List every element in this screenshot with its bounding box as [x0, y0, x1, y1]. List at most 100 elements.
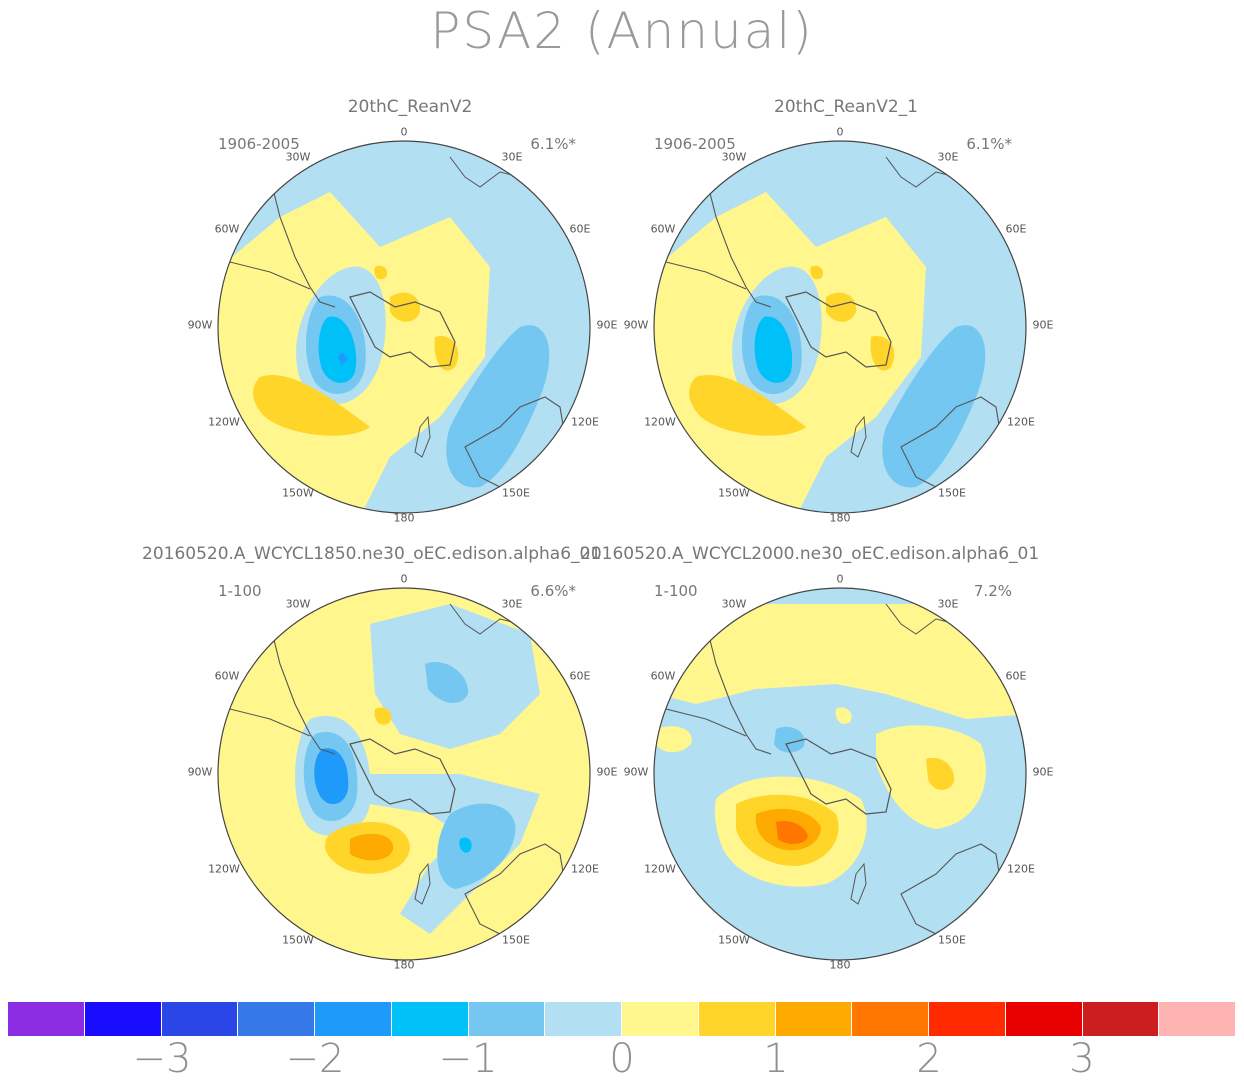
lon-label-90w: 90W: [187, 318, 213, 332]
panel-variance-pct: 6.1%*: [530, 135, 576, 153]
lon-label-150e: 150E: [502, 933, 530, 947]
lon-label-150w: 150W: [718, 486, 750, 500]
lon-label-30e: 30E: [937, 597, 959, 611]
lon-label-30e: 30E: [501, 597, 523, 611]
lon-label-150w: 150W: [282, 486, 314, 500]
lon-label-30w: 30W: [285, 597, 311, 611]
panel-variance-pct: 6.6%*: [530, 582, 576, 600]
colorbar-label-neg3: −3: [132, 1036, 192, 1082]
eof-positive-core: [253, 375, 370, 436]
colorbar-swatch: [852, 1002, 929, 1036]
colorbar-swatch: [775, 1002, 853, 1036]
lon-label-120e: 120E: [1007, 862, 1035, 876]
lon-label-0: 0: [836, 125, 844, 139]
lon-label-120e: 120E: [1007, 415, 1035, 429]
lon-label-30w: 30W: [285, 150, 311, 164]
map-panel-20thc-reanv2: 20thC_ReanV2 1906-2005 6.1%* 0 30E 60E 9…: [188, 97, 620, 537]
lon-label-150w: 150W: [718, 933, 750, 947]
eof-negative-core: [318, 316, 357, 383]
lon-label-120w: 120W: [644, 415, 676, 429]
panel-years: 1-100: [654, 582, 698, 600]
colorbar-swatch: [1159, 1002, 1236, 1036]
antarctica-coastline: [349, 291, 456, 368]
main-title: PSA2 (Annual): [430, 2, 814, 60]
lon-label-90w: 90W: [187, 765, 213, 779]
panel-years: 1906-2005: [218, 135, 300, 153]
lon-label-60e: 60E: [1005, 669, 1027, 683]
lon-label-150e: 150E: [938, 486, 966, 500]
colorbar-swatch: [545, 1002, 622, 1036]
lon-label-180: 180: [393, 958, 415, 972]
map-panel-wcycl2000: 20160520.A_WCYCL2000.ne30_oEC.edison.alp…: [580, 544, 1056, 984]
new-zealand-coastline: [414, 415, 431, 458]
lon-label-60e: 60E: [569, 669, 591, 683]
lon-label-120w: 120W: [644, 862, 676, 876]
colorbar-label-2: 2: [916, 1036, 942, 1082]
colorbar-swatch: [698, 1002, 776, 1036]
colorbar-label-neg2: −2: [285, 1036, 345, 1082]
lon-label-30e: 30E: [501, 150, 523, 164]
lon-label-180: 180: [393, 511, 415, 525]
lon-label-150e: 150E: [502, 486, 530, 500]
lon-label-60w: 60W: [650, 669, 676, 683]
map-panel-wcycl1850: 20160520.A_WCYCL1850.ne30_oEC.edison.alp…: [142, 544, 620, 984]
lon-label-180: 180: [829, 958, 851, 972]
colorbar: [8, 1002, 1236, 1036]
colorbar-swatch: [238, 1002, 315, 1036]
map-boundary: [217, 140, 591, 514]
lon-label-0: 0: [400, 572, 408, 586]
colorbar-swatch: [929, 1002, 1006, 1036]
colorbar-label-3: 3: [1069, 1036, 1095, 1082]
colorbar-swatch: [84, 1002, 162, 1036]
colorbar-swatch: [1005, 1002, 1083, 1036]
colorbar-swatch: [622, 1002, 699, 1036]
panel-title: 20160520.A_WCYCL2000.ne30_oEC.edison.alp…: [580, 544, 1040, 564]
lon-label-120e: 120E: [571, 415, 599, 429]
lon-label-120e: 120E: [571, 862, 599, 876]
polar-map: [653, 140, 1027, 514]
panel-title: 20thC_ReanV2_1: [774, 97, 918, 117]
colorbar-swatch: [468, 1002, 546, 1036]
lon-label-90w: 90W: [623, 318, 649, 332]
lon-label-60e: 60E: [569, 222, 591, 236]
panel-years: 1906-2005: [654, 135, 736, 153]
colorbar-label-1: 1: [763, 1036, 789, 1082]
lon-label-30w: 30W: [721, 150, 747, 164]
lon-label-0: 0: [836, 572, 844, 586]
polar-map: [217, 587, 591, 961]
eof-negative-region-pacific: [446, 325, 550, 488]
lon-label-90e: 90E: [1032, 318, 1054, 332]
lon-label-60w: 60W: [214, 669, 240, 683]
colorbar-swatch: [161, 1002, 239, 1036]
lon-label-60e: 60E: [1005, 222, 1027, 236]
polar-map: [653, 587, 1027, 961]
panel-variance-pct: 6.1%*: [966, 135, 1012, 153]
lon-label-120w: 120W: [208, 415, 240, 429]
panel-title: 20thC_ReanV2: [347, 97, 473, 117]
colorbar-swatch: [8, 1002, 85, 1036]
lon-label-150w: 150W: [282, 933, 314, 947]
polar-map: [217, 140, 591, 514]
lon-label-120w: 120W: [208, 862, 240, 876]
panel-years: 1-100: [218, 582, 262, 600]
lon-label-0: 0: [400, 125, 408, 139]
colorbar-label-0: 0: [609, 1036, 635, 1082]
panel-variance-pct: 7.2%: [973, 582, 1012, 600]
south-america-coastline: [269, 176, 336, 308]
panel-title: 20160520.A_WCYCL1850.ne30_oEC.edison.alp…: [142, 544, 602, 564]
colorbar-swatch: [1082, 1002, 1160, 1036]
lon-label-90e: 90E: [596, 318, 618, 332]
lon-label-60w: 60W: [650, 222, 676, 236]
lon-label-30e: 30E: [937, 150, 959, 164]
colorbar-swatch: [315, 1002, 392, 1036]
colorbar-label-neg1: −1: [438, 1036, 498, 1082]
lon-label-150e: 150E: [938, 933, 966, 947]
eof-positive-region-north: [656, 604, 1026, 719]
lon-label-90e: 90E: [1032, 765, 1054, 779]
lon-label-60w: 60W: [214, 222, 240, 236]
eof-min-center: [338, 352, 348, 365]
map-panel-20thc-reanv2-1: 20thC_ReanV2_1 1906-2005 6.1%* 0 30E 60E…: [624, 97, 1056, 537]
lon-label-90e: 90E: [596, 765, 618, 779]
colorbar-swatch: [391, 1002, 469, 1036]
lon-label-180: 180: [829, 511, 851, 525]
